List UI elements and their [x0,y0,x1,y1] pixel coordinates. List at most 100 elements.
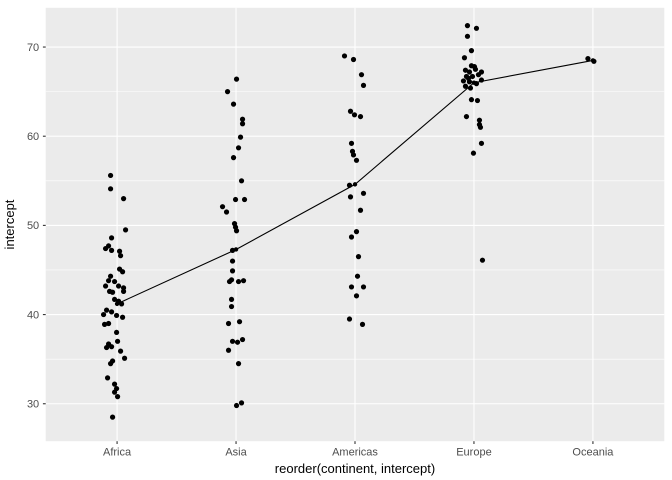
x-tick-label-africa: Africa [103,447,132,459]
data-point-americas [348,140,355,146]
data-point-asia [228,303,235,310]
data-point-americas [350,152,357,158]
data-point-asia [230,101,237,107]
data-point-americas [359,321,366,327]
data-point-asia [228,296,235,303]
mean-point-americas [352,182,358,187]
data-point-americas [357,207,364,213]
data-point-africa [107,361,114,367]
data-point-americas [351,112,358,118]
y-tick-label-40: 40 [27,309,39,321]
data-point-americas [360,284,367,290]
data-point-americas [360,82,367,88]
data-point-europe [462,83,469,89]
data-point-europe [464,23,471,29]
data-point-asia [234,339,241,345]
data-point-asia [239,121,246,127]
data-point-asia [229,268,236,274]
data-point-asia [225,320,232,327]
data-point-africa [107,172,114,179]
x-tick-label-oceania: Oceania [572,447,614,459]
data-point-americas [348,284,355,290]
data-point-americas [355,254,362,260]
data-point-americas [347,194,354,200]
data-point-asia [241,196,248,203]
data-point-asia [237,134,244,140]
data-point-europe [478,140,485,146]
x-tick-label-americas: Americas [332,447,378,459]
data-point-africa [108,247,115,253]
data-point-asia [238,178,245,184]
data-point-asia [225,347,232,353]
data-point-europe [462,67,469,73]
data-point-europe [475,72,482,78]
data-point-asia [233,228,240,234]
data-point-africa [117,253,124,259]
data-point-europe [464,33,471,39]
data-point-europe [474,97,481,104]
data-point-africa [115,283,122,289]
data-point-europe [460,78,467,84]
data-point-africa [107,186,114,192]
data-point-europe [477,124,484,130]
data-point-europe [468,48,475,54]
data-point-europe [479,257,486,263]
data-point-africa [120,196,127,202]
data-point-asia [224,89,231,95]
data-point-africa [111,389,118,395]
data-point-americas [353,293,360,299]
data-point-africa [111,296,118,303]
data-point-africa [105,278,112,284]
data-point-africa [108,309,115,315]
data-point-asia [226,278,233,285]
data-point-americas [346,316,353,322]
mean-point-asia [233,247,239,252]
data-point-europe [473,25,480,31]
data-point-asia [223,209,230,215]
data-point-americas [360,190,367,196]
data-point-asia [236,319,243,325]
data-point-europe [466,69,473,75]
data-point-americas [353,157,360,163]
data-point-africa [120,288,127,294]
data-point-europe [476,117,483,123]
data-point-asia [233,76,240,82]
data-point-asia [235,278,242,285]
data-point-africa [117,348,124,354]
data-point-africa [109,289,116,295]
data-point-africa [109,414,116,420]
data-point-asia [229,258,236,264]
data-point-oceania [585,56,591,62]
data-point-africa [108,344,115,350]
data-point-asia [238,400,245,406]
data-point-europe [468,97,475,103]
y-tick-label-60: 60 [27,131,39,143]
data-point-africa [111,381,118,387]
data-point-asia [230,155,237,161]
data-point-africa [121,355,128,361]
data-point-asia [240,278,247,284]
data-point-africa [103,307,110,313]
data-point-asia [235,361,242,367]
mean-point-africa [114,301,120,307]
data-point-africa [111,278,118,285]
data-point-africa [103,344,110,351]
data-point-americas [341,53,348,59]
data-point-africa [102,283,109,289]
data-point-americas [347,108,354,114]
mean-point-europe [471,80,477,85]
data-point-americas [357,113,364,120]
data-point-asia [235,145,242,151]
x-tick-label-asia: Asia [225,447,247,459]
data-point-asia [229,338,236,344]
data-point-europe [463,113,470,120]
y-tick-label-70: 70 [27,42,39,54]
data-point-africa [107,273,114,279]
data-point-americas [348,234,355,240]
data-point-asia [219,204,226,210]
data-point-africa [116,248,123,254]
y-tick-label-30: 30 [27,399,39,411]
data-point-africa [120,285,127,291]
